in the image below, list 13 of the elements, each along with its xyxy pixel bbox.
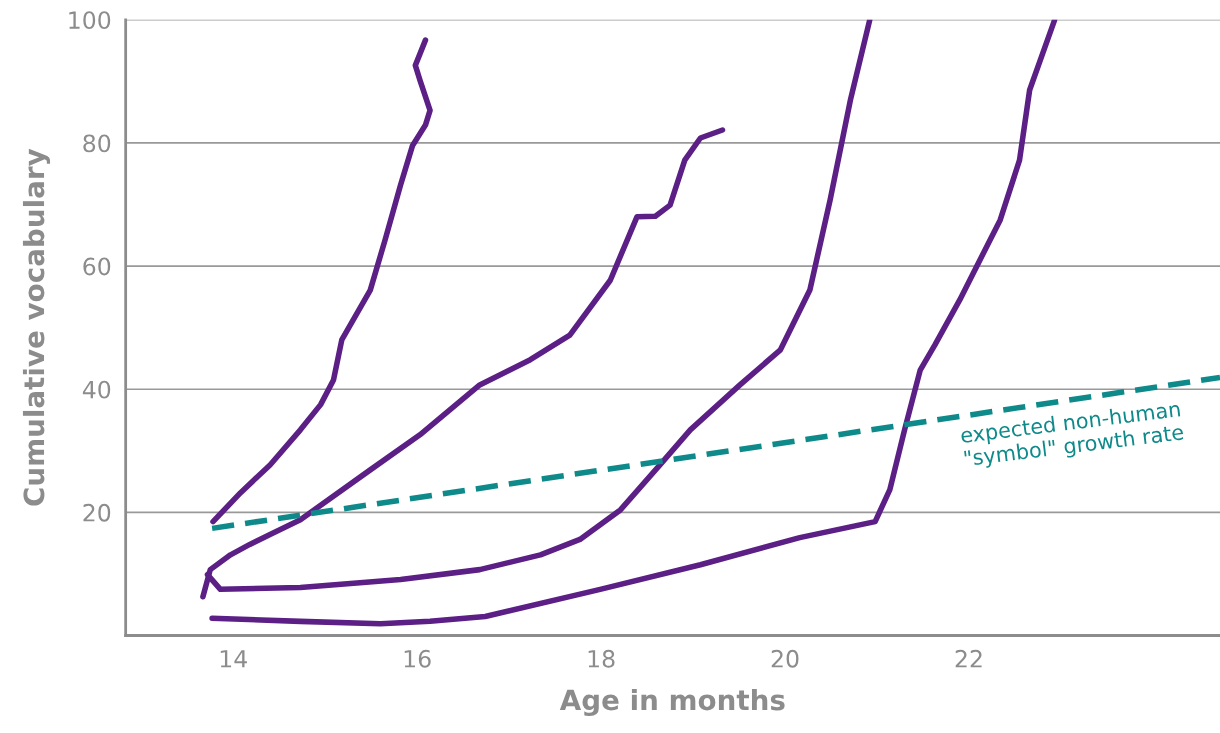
y-tick-label: 20 [83,503,111,522]
y-axis-title: Cumulative vocabulary [22,148,51,506]
x-tick-label: 22 [955,649,982,668]
annotation: expected non-human "symbol" growth rate [960,400,1185,471]
y-tick-label: 60 [83,257,111,276]
y-tick-label: 80 [83,134,111,153]
y-tick-label: 100 [69,11,111,30]
x-axis-title: Age in months [559,688,785,717]
x-tick-label: 20 [771,649,799,668]
x-tick-label: 14 [220,650,247,668]
y-tick-label: 40 [82,380,111,399]
x-tick-label: 18 [588,649,615,668]
x-tick-label: 16 [404,649,431,668]
